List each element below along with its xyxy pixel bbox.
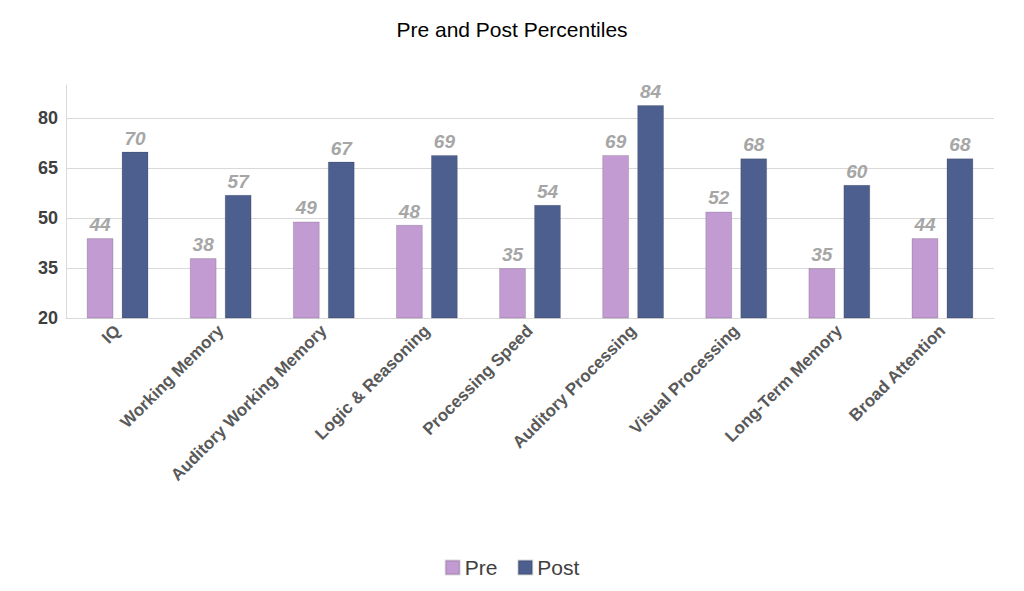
svg-text:54: 54 [537, 181, 559, 202]
svg-text:35: 35 [38, 258, 58, 278]
svg-text:80: 80 [38, 108, 58, 128]
svg-text:50: 50 [38, 208, 58, 228]
svg-text:Pre and Post Percentiles: Pre and Post Percentiles [396, 18, 627, 41]
svg-text:35: 35 [502, 244, 524, 265]
svg-text:68: 68 [949, 134, 971, 155]
svg-text:68: 68 [743, 134, 765, 155]
svg-text:70: 70 [124, 128, 146, 149]
svg-text:Long-Term Memory: Long-Term Memory [721, 321, 846, 446]
svg-text:35: 35 [811, 244, 833, 265]
svg-text:Logic & Reasoning: Logic & Reasoning [311, 321, 433, 443]
svg-text:44: 44 [89, 214, 112, 235]
svg-text:38: 38 [193, 234, 215, 255]
svg-text:67: 67 [331, 138, 354, 159]
svg-text:Processing Speed: Processing Speed [419, 321, 537, 439]
svg-text:Auditory Working Memory: Auditory Working Memory [167, 321, 331, 485]
svg-text:20: 20 [38, 308, 58, 328]
svg-text:Working Memory: Working Memory [117, 321, 228, 432]
svg-text:IQ: IQ [98, 321, 124, 347]
svg-text:48: 48 [398, 201, 421, 222]
svg-text:Pre: Pre [465, 556, 498, 579]
svg-text:57: 57 [228, 171, 251, 192]
svg-text:84: 84 [640, 81, 662, 102]
svg-text:52: 52 [708, 187, 730, 208]
svg-text:65: 65 [38, 158, 58, 178]
svg-text:69: 69 [434, 131, 456, 152]
svg-text:Post: Post [537, 556, 579, 579]
svg-text:Auditory Processing: Auditory Processing [509, 321, 640, 452]
svg-text:44: 44 [913, 214, 936, 235]
svg-text:49: 49 [295, 197, 318, 218]
svg-text:60: 60 [846, 161, 868, 182]
svg-text:Broad Attention: Broad Attention [845, 321, 949, 425]
svg-text:Visual Processing: Visual Processing [626, 321, 743, 438]
svg-text:69: 69 [605, 131, 627, 152]
